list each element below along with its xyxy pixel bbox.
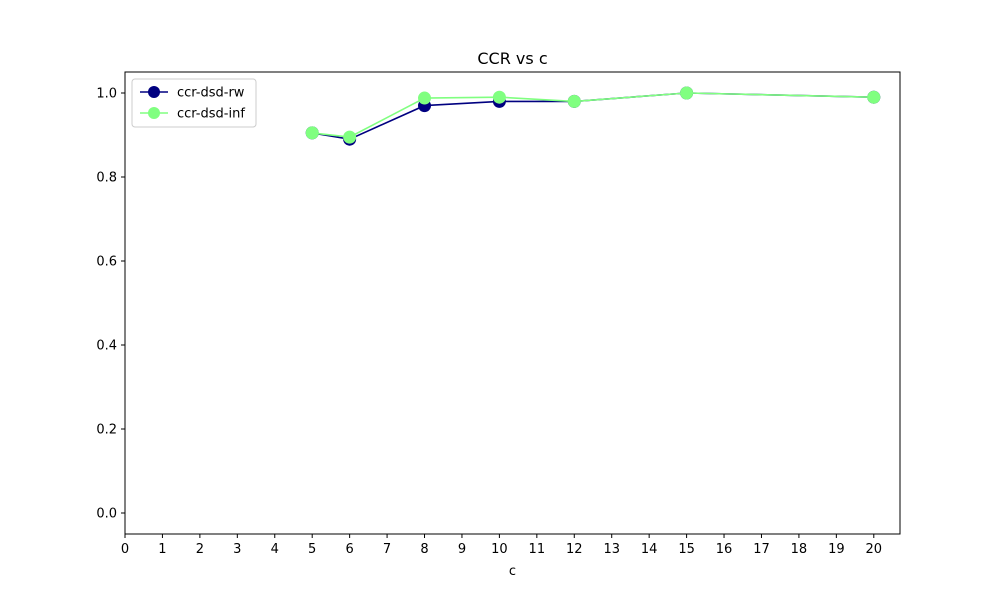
x-tick-label: 17 [753, 542, 770, 557]
y-tick-label: 0.6 [96, 255, 117, 270]
x-tick-label: 8 [420, 542, 428, 557]
legend-label: ccr-dsd-rw [177, 86, 245, 101]
x-axis-label: c [509, 564, 516, 579]
x-tick-label: 2 [196, 542, 204, 557]
y-tick-label: 0.4 [96, 339, 117, 354]
x-tick-label: 12 [566, 542, 583, 557]
legend-item: ccr-dsd-inf [140, 107, 245, 122]
x-tick-label: 7 [383, 542, 391, 557]
y-tick-label: 0.8 [96, 171, 117, 186]
x-tick-label: 0 [121, 542, 129, 557]
x-tick-label: 18 [791, 542, 808, 557]
x-tick-label: 3 [233, 542, 241, 557]
x-tick-label: 20 [866, 542, 883, 557]
legend-box [131, 78, 257, 128]
legend-item: ccr-dsd-rw [140, 86, 245, 101]
y-tick-label: 1.0 [96, 87, 117, 102]
x-tick-label: 14 [641, 542, 658, 557]
series-layer [305, 86, 881, 146]
x-tick-label: 13 [603, 542, 620, 557]
x-tick-label: 1 [158, 542, 166, 557]
legend: ccr-dsd-rw ccr-dsd-inf [131, 78, 257, 128]
data-point [867, 90, 881, 104]
plot-area [124, 71, 901, 535]
y-tick-label: 0.2 [96, 423, 117, 438]
x-tick-label: 9 [458, 542, 466, 557]
plot-frame [124, 71, 901, 535]
x-tick-label: 16 [716, 542, 733, 557]
data-point [343, 130, 357, 144]
data-point [492, 90, 506, 104]
series-ccr-dsd-inf [305, 86, 881, 144]
legend-label: ccr-dsd-inf [177, 107, 245, 122]
y-axis-ticks: 0.0 0.2 0.4 0.6 0.8 1.0 [96, 87, 125, 522]
x-tick-label: 6 [345, 542, 353, 557]
data-point [305, 126, 319, 140]
x-tick-label: 11 [529, 542, 546, 557]
x-tick-label: 15 [678, 542, 695, 557]
chart-title: CCR vs c [477, 49, 547, 68]
data-point [418, 91, 432, 105]
legend-marker [148, 107, 160, 119]
legend-marker [148, 86, 160, 98]
y-tick-label: 0.0 [96, 507, 117, 522]
x-tick-label: 19 [828, 542, 845, 557]
x-tick-label: 10 [491, 542, 508, 557]
data-point [567, 94, 581, 108]
x-axis-ticks: 0 1 2 3 4 5 6 7 8 9 10 11 12 13 14 15 16 17 18 19 20 [121, 534, 882, 557]
x-tick-label: 5 [308, 542, 316, 557]
data-point [680, 86, 694, 100]
x-tick-label: 4 [271, 542, 279, 557]
